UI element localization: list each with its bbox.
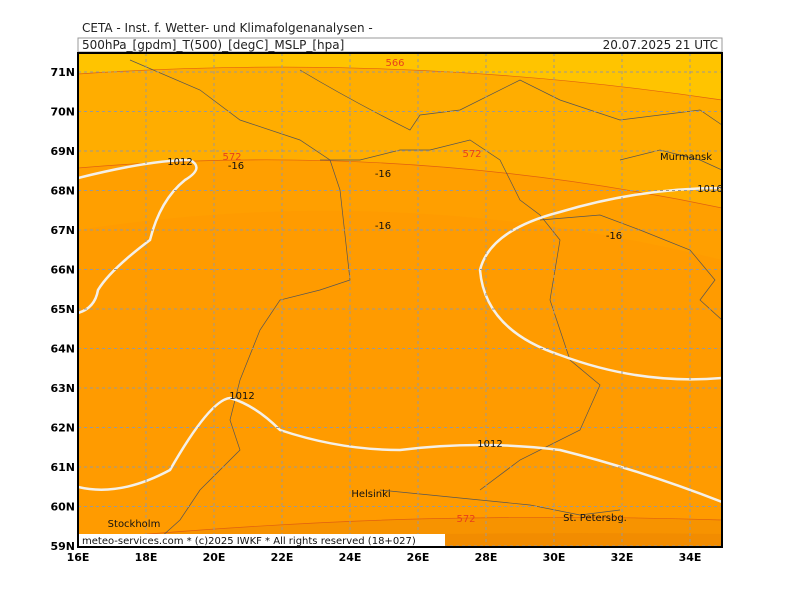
longitude-label: 16E: [67, 551, 90, 564]
latitude-label: 59N: [50, 540, 75, 553]
map-area: [78, 53, 722, 547]
temperature-label: -16: [228, 161, 244, 172]
longitude-label: 32E: [611, 551, 634, 564]
latitude-label: 61N: [50, 461, 75, 474]
latitude-label: 71N: [50, 66, 75, 79]
longitude-label: 34E: [679, 551, 702, 564]
map-frame: [77, 52, 723, 548]
footer: meteo-services.com * (c)2025 IWKF * All …: [82, 536, 416, 547]
place-label: Helsinki: [351, 489, 390, 500]
longitude-label: 18E: [135, 551, 158, 564]
temperature-label: -16: [606, 231, 622, 242]
longitude-label: 22E: [271, 551, 294, 564]
latitude-label: 63N: [50, 382, 75, 395]
height-label: 572: [456, 514, 475, 525]
latitude-label: 65N: [50, 303, 75, 316]
title: CETA - Inst. f. Wetter- und Klimafolgena…: [82, 21, 373, 35]
latitude-label: 68N: [50, 185, 75, 198]
latitude-label: 62N: [50, 422, 75, 435]
height-label: 572: [462, 149, 481, 160]
latitude-label: 69N: [50, 145, 75, 158]
place-label: St. Petersbg.: [563, 513, 627, 524]
latitude-label: 70N: [50, 106, 75, 119]
longitude-label: 30E: [543, 551, 566, 564]
isobar-label: 1012: [229, 391, 254, 402]
latitude-label: 67N: [50, 224, 75, 237]
parameters: 500hPa_[gpdm]_T(500)_[degC]_MSLP_[hpa]: [82, 38, 344, 52]
height-label: 572: [222, 152, 241, 163]
isobar-label: 1016: [697, 184, 722, 195]
longitude-label: 24E: [339, 551, 362, 564]
longitude-label: 20E: [203, 551, 226, 564]
place-label: Stockholm: [108, 519, 161, 530]
temperature-label: -16: [375, 221, 391, 232]
latitude-label: 60N: [50, 501, 75, 514]
isobar-label: 1012: [477, 439, 502, 450]
isobar-label: 1012: [167, 157, 192, 168]
longitude-label: 28E: [475, 551, 498, 564]
valid-time: 20.07.2025 21 UTC: [603, 38, 718, 52]
temperature-label: -16: [375, 169, 391, 180]
height-label: 566: [385, 58, 404, 69]
footer-bg: [79, 534, 445, 546]
latitude-label: 64N: [50, 343, 75, 356]
place-label: Murmansk: [660, 152, 712, 163]
latitude-label: 66N: [50, 264, 75, 277]
longitude-label: 26E: [407, 551, 430, 564]
